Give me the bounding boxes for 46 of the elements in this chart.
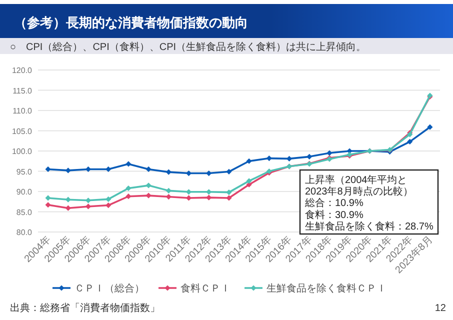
y-tick-label: 100.0	[12, 147, 33, 156]
legend-label: ＣＰＩ（総合）	[74, 282, 144, 294]
y-tick-label: 110.0	[12, 106, 33, 116]
legend-label: 生鮮食品を除く食料ＣＰＩ	[266, 282, 386, 294]
point	[226, 195, 232, 201]
legend-label: 食料ＣＰＩ	[180, 282, 230, 294]
point	[166, 169, 172, 175]
y-tick-label: 90.0	[16, 188, 33, 196]
point	[126, 185, 132, 192]
annotation: 生鮮食品を除く食料：28.7%	[305, 220, 434, 232]
point	[45, 202, 51, 208]
point	[166, 188, 172, 194]
point	[306, 154, 312, 160]
point	[65, 205, 71, 211]
point	[407, 138, 413, 144]
point	[246, 158, 252, 164]
y-tick-label: 85.0	[16, 208, 33, 217]
point	[266, 155, 272, 162]
point	[45, 166, 51, 172]
annotation: 上昇率（2004年平均と2023年8月時点の比較）	[305, 174, 413, 198]
chart-subtitle: ○ CPI（総合）、CPI（食料）、CPI（生鮮食品を除く食料）は共に上昇傾向。	[10, 41, 366, 53]
y-tick-label: 120.0	[12, 66, 33, 75]
point	[206, 170, 212, 176]
point	[126, 161, 132, 167]
point	[106, 166, 112, 172]
point	[106, 202, 112, 208]
point	[65, 168, 71, 174]
annotation: 食料：30.9%	[305, 208, 364, 221]
y-tick-label: 115.0	[12, 86, 33, 96]
source-note: 出典：総務省「消費者物価指数」	[10, 302, 160, 314]
point	[45, 195, 51, 201]
point	[106, 196, 112, 202]
point	[65, 196, 71, 202]
point	[326, 150, 332, 156]
point	[146, 166, 152, 172]
chart-title: （参考）長期的な消費者物価指数の動向	[14, 15, 248, 30]
y-tick-label: 105.0	[12, 126, 33, 136]
point	[427, 124, 433, 130]
y-tick-label: 95.0	[16, 167, 33, 176]
point	[146, 182, 152, 188]
point	[226, 168, 232, 174]
y-tick-label: 80.0	[16, 228, 33, 237]
point	[146, 192, 152, 198]
annotation: 総合：10.9%	[304, 197, 364, 210]
point	[246, 178, 252, 184]
text: 12	[434, 303, 446, 314]
